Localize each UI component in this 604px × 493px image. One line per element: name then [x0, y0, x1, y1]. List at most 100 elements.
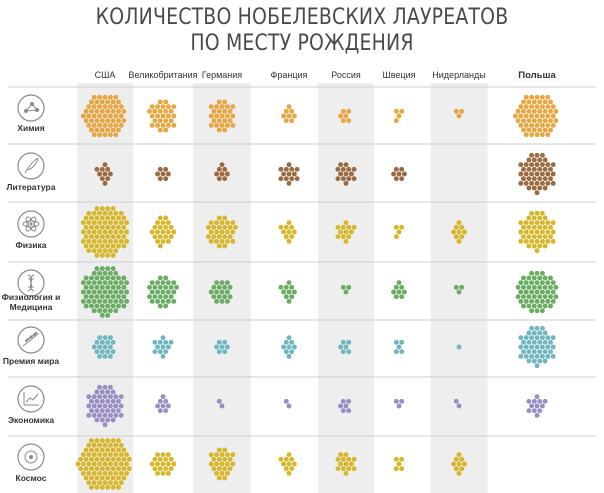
dot	[94, 417, 100, 423]
column-label-германия: Германия	[202, 70, 242, 80]
dot	[91, 394, 97, 400]
dot	[97, 229, 103, 235]
dot	[286, 298, 292, 304]
dot	[548, 108, 553, 114]
dot	[121, 466, 127, 472]
dot	[346, 118, 352, 124]
dot	[219, 104, 225, 110]
dot	[97, 210, 103, 216]
dot	[222, 176, 228, 182]
dot	[78, 456, 84, 462]
dot	[113, 132, 119, 138]
dot	[526, 118, 532, 124]
dot	[399, 466, 405, 472]
dot	[163, 349, 169, 355]
cluster-космос-сша	[75, 438, 132, 490]
dot	[338, 229, 344, 235]
dot	[539, 152, 545, 158]
dot	[518, 344, 524, 350]
dot	[168, 224, 174, 230]
dot	[216, 475, 222, 481]
dot	[526, 408, 532, 414]
dot	[110, 389, 116, 395]
dot	[118, 122, 124, 128]
dot	[224, 461, 230, 467]
dot	[289, 224, 295, 230]
dot	[163, 284, 169, 290]
dot	[89, 108, 94, 114]
dot	[523, 289, 529, 295]
dot	[107, 480, 113, 486]
dot	[278, 166, 284, 172]
dot	[518, 280, 524, 286]
dot	[89, 456, 94, 462]
dot	[521, 108, 526, 114]
dot	[113, 270, 119, 276]
dot	[219, 298, 225, 304]
dot	[168, 108, 174, 114]
row-label-экономика: Экономика	[8, 415, 54, 425]
dot	[219, 162, 225, 168]
dot	[121, 108, 127, 114]
dot	[83, 294, 89, 300]
dot	[75, 461, 81, 467]
dot	[526, 224, 532, 230]
dot	[550, 229, 556, 235]
dot	[94, 475, 100, 481]
cluster-экономика-россия	[338, 398, 352, 414]
dot	[121, 303, 127, 309]
dot	[94, 275, 100, 281]
dot	[163, 234, 169, 240]
dot	[107, 394, 113, 400]
dot	[86, 480, 92, 486]
dot	[107, 412, 113, 418]
dot	[539, 132, 545, 138]
dot	[351, 456, 357, 462]
column-band	[318, 83, 374, 493]
dot	[116, 475, 121, 481]
dot	[94, 224, 100, 230]
cluster-премия-мира-сша	[91, 335, 116, 359]
dot	[107, 335, 113, 341]
dot	[97, 270, 103, 276]
dot	[160, 171, 166, 177]
dot	[283, 398, 289, 404]
dot	[116, 215, 121, 221]
dot	[518, 335, 524, 341]
dot	[393, 294, 399, 300]
dot	[121, 243, 127, 249]
dot	[548, 118, 553, 124]
dot	[94, 447, 100, 453]
dot	[168, 466, 174, 472]
dot	[89, 303, 94, 309]
dot	[537, 185, 543, 191]
dot	[281, 289, 287, 295]
dot	[550, 335, 556, 341]
dot	[286, 104, 292, 110]
dot	[107, 104, 113, 110]
dot	[110, 398, 116, 404]
dot	[346, 166, 352, 172]
dot	[165, 470, 171, 476]
dot	[550, 238, 556, 244]
dot	[124, 452, 130, 458]
dot	[99, 466, 105, 472]
dot	[163, 303, 169, 309]
dot	[110, 447, 116, 453]
dot	[83, 108, 89, 114]
cluster-премия-мира-швеция	[393, 339, 405, 355]
dot	[105, 438, 111, 444]
dot	[227, 234, 233, 240]
dot	[163, 294, 169, 300]
dot	[343, 403, 349, 409]
dot	[126, 456, 132, 462]
dot	[94, 389, 100, 395]
dot	[542, 157, 548, 163]
dot	[97, 344, 103, 350]
dot	[102, 113, 108, 119]
dot	[216, 234, 222, 240]
dot	[539, 289, 545, 295]
dot	[168, 294, 174, 300]
dot	[534, 403, 540, 409]
